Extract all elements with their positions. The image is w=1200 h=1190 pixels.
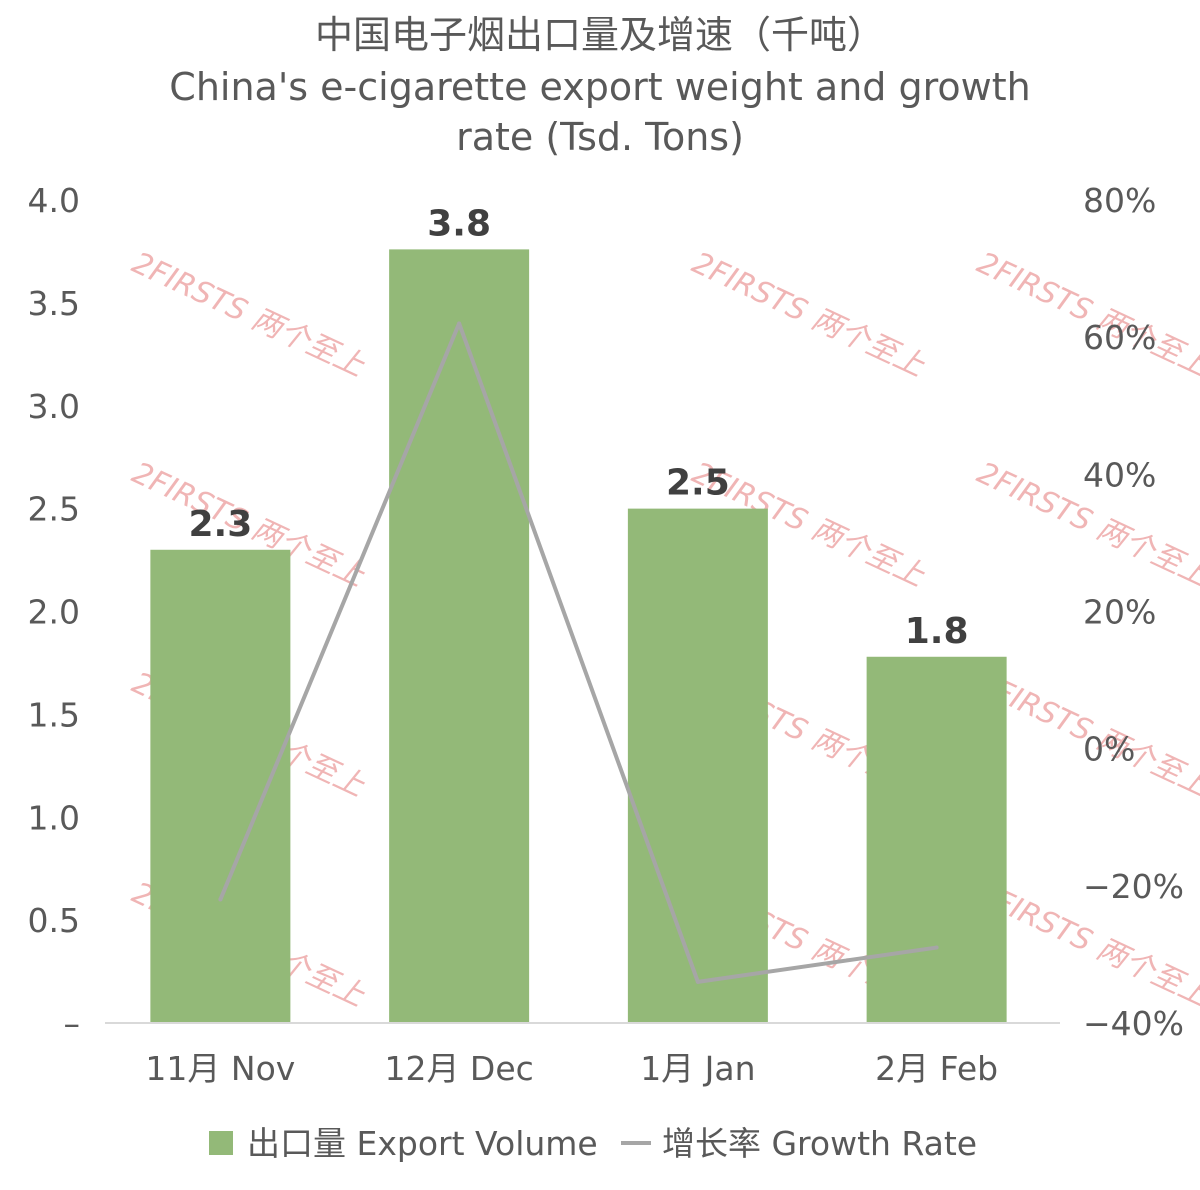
chart-title-line1: 中国电子烟出口量及增速（千吨） [315, 13, 885, 57]
right-y-tick-label: −20% [1083, 867, 1184, 906]
x-axis-category-label: 2月 Feb [875, 1049, 998, 1088]
growth-rate-point [695, 979, 700, 984]
bar [389, 249, 530, 1023]
left-y-tick-label: – [64, 1004, 81, 1043]
right-y-tick-label: 40% [1083, 455, 1156, 494]
x-axis-category-label: 1月 Jan [640, 1049, 755, 1088]
growth-rate-point [457, 321, 462, 326]
left-y-axis: – 0.5 1.0 1.5 2.0 2.5 3.0 3.5 4.0 [28, 181, 80, 1043]
left-y-tick-label: 3.0 [28, 387, 80, 426]
right-y-axis: −40% −20% 0% 20% 40% 60% 80% [1083, 181, 1184, 1043]
left-y-tick-label: 2.5 [28, 490, 80, 529]
left-y-tick-label: 1.0 [28, 798, 80, 837]
bar-data-label: 3.8 [427, 203, 491, 244]
left-y-tick-label: 2.0 [28, 593, 80, 632]
left-y-tick-label: 3.5 [28, 284, 80, 323]
left-y-tick-label: 1.5 [28, 695, 80, 734]
chart-title-line2: China's e-cigarette export weight and gr… [169, 65, 1030, 109]
bar-data-labels: 2.3 3.8 2.5 1.8 [188, 203, 968, 651]
watermark-text: 2FIRSTS 两个至上 [972, 246, 1200, 385]
chart-title-line3: rate (Tsd. Tons) [456, 115, 744, 159]
legend: 出口量 Export Volume 增长率 Growth Rate [209, 1124, 977, 1163]
right-y-tick-label: 60% [1083, 318, 1156, 357]
growth-rate-line [218, 321, 937, 984]
bar-data-label: 2.3 [188, 504, 252, 545]
x-axis-category-label: 12月 Dec [384, 1049, 533, 1088]
line-series [218, 321, 939, 984]
right-y-tick-label: 80% [1083, 181, 1156, 220]
left-y-tick-label: 0.5 [28, 901, 80, 940]
right-y-tick-label: 20% [1083, 593, 1156, 632]
bar [866, 656, 1007, 1023]
growth-rate-point [934, 945, 939, 950]
right-y-tick-label: −40% [1083, 1004, 1184, 1043]
bar [627, 508, 768, 1023]
x-axis-category-labels: 11月 Nov 12月 Dec 1月 Jan 2月 Feb [145, 1049, 998, 1088]
legend-swatch-export-volume [209, 1131, 233, 1155]
growth-rate-point [218, 897, 223, 902]
right-y-tick-label: 0% [1083, 730, 1135, 769]
bar-series [150, 249, 1007, 1023]
bar-data-label: 1.8 [905, 611, 969, 652]
legend-label-growth-rate: 增长率 Growth Rate [662, 1124, 977, 1163]
watermark-text: 2FIRSTS 两个至上 [127, 246, 371, 385]
legend-label-export-volume: 出口量 Export Volume [247, 1124, 598, 1163]
bar-data-label: 2.5 [666, 463, 730, 504]
watermark-text: 2FIRSTS 两个至上 [687, 246, 931, 385]
x-axis-category-label: 11月 Nov [145, 1049, 295, 1088]
left-y-tick-label: 4.0 [28, 181, 80, 220]
